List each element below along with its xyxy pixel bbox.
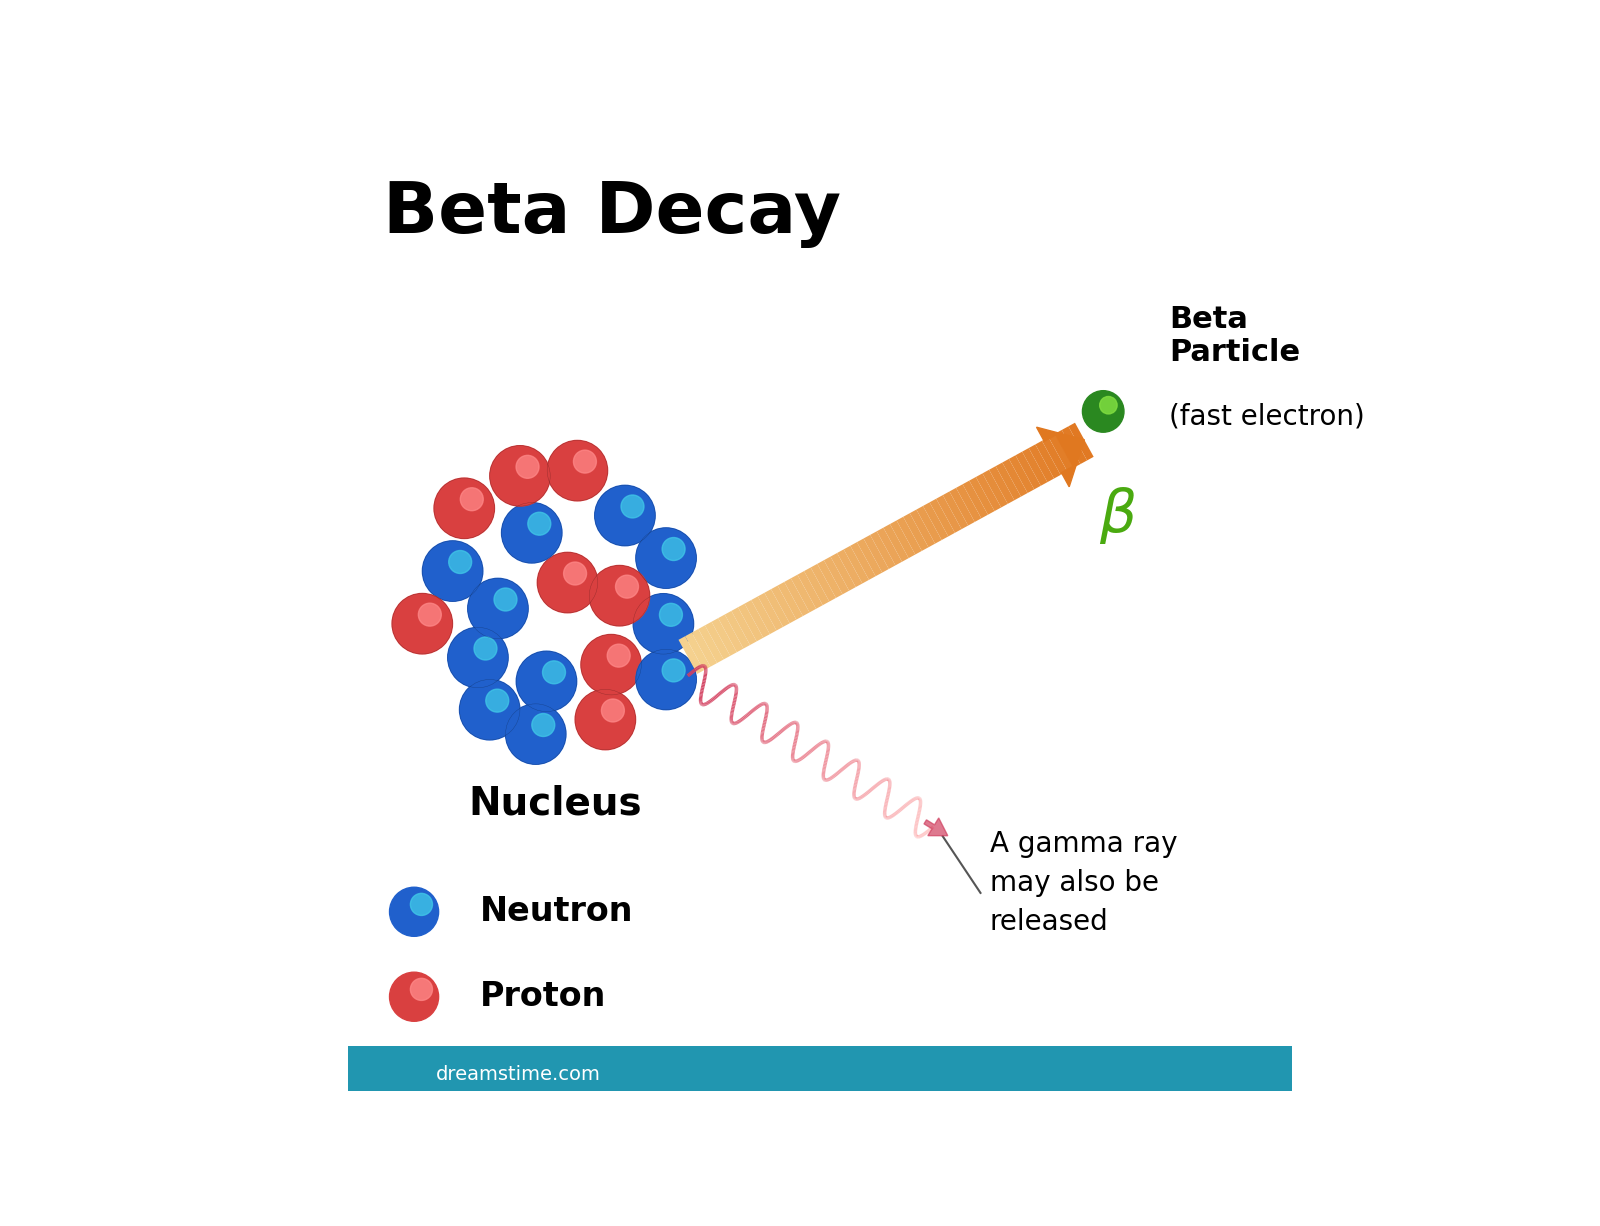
Circle shape: [547, 440, 608, 501]
Circle shape: [506, 704, 566, 764]
Circle shape: [517, 651, 576, 711]
Text: Proton: Proton: [480, 981, 606, 1013]
Circle shape: [662, 658, 685, 682]
Circle shape: [410, 894, 432, 916]
Circle shape: [589, 565, 650, 626]
Text: Beta Decay: Beta Decay: [384, 179, 842, 248]
Circle shape: [422, 541, 483, 601]
Circle shape: [634, 593, 693, 655]
Circle shape: [602, 699, 624, 722]
FancyArrow shape: [1037, 427, 1085, 487]
Circle shape: [389, 972, 438, 1021]
Circle shape: [563, 562, 587, 585]
Circle shape: [517, 455, 539, 478]
Circle shape: [531, 714, 555, 737]
Circle shape: [621, 495, 643, 517]
Text: dreamstime.com: dreamstime.com: [435, 1064, 600, 1084]
Text: Beta
Particle: Beta Particle: [1170, 304, 1301, 368]
Circle shape: [538, 553, 598, 613]
Text: A gamma ray
may also be
released: A gamma ray may also be released: [990, 830, 1178, 937]
Circle shape: [448, 628, 509, 688]
Circle shape: [573, 450, 597, 473]
Circle shape: [608, 644, 630, 667]
Circle shape: [662, 537, 685, 560]
Bar: [347, 1046, 1293, 1091]
Circle shape: [542, 661, 565, 684]
Circle shape: [528, 512, 550, 536]
Circle shape: [635, 650, 696, 710]
Text: Nucleus: Nucleus: [469, 785, 643, 823]
Circle shape: [581, 635, 642, 695]
FancyArrow shape: [925, 818, 947, 836]
Circle shape: [501, 503, 562, 563]
Circle shape: [392, 593, 453, 653]
Circle shape: [1083, 391, 1123, 433]
Circle shape: [1099, 396, 1117, 414]
Circle shape: [595, 485, 654, 546]
Circle shape: [474, 638, 498, 660]
Circle shape: [574, 689, 635, 750]
Circle shape: [494, 588, 517, 611]
Circle shape: [486, 689, 509, 712]
Circle shape: [467, 579, 528, 639]
Text: (fast electron): (fast electron): [1170, 402, 1365, 430]
Text: Neutron: Neutron: [480, 895, 634, 928]
Circle shape: [434, 478, 494, 538]
Circle shape: [635, 528, 696, 588]
Circle shape: [410, 978, 432, 1000]
Circle shape: [461, 488, 483, 511]
Circle shape: [418, 603, 442, 626]
Circle shape: [616, 575, 638, 598]
Circle shape: [459, 679, 520, 741]
Text: β: β: [1099, 487, 1136, 544]
Circle shape: [659, 603, 683, 626]
Circle shape: [389, 888, 438, 937]
Circle shape: [490, 446, 550, 506]
Circle shape: [448, 550, 472, 574]
